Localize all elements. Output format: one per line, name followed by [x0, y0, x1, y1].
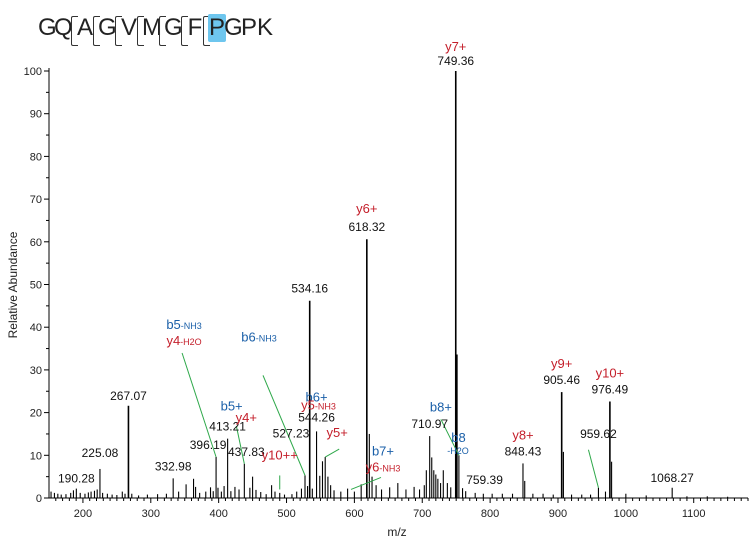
x-tick-label: 900	[549, 508, 567, 520]
peak-mz-label: 1068.27	[650, 471, 694, 485]
x-tick-label: 500	[277, 508, 295, 520]
peak-mz-label: 267.07	[110, 389, 147, 403]
peak-mz-label: 534.16	[291, 282, 328, 296]
ion-label: b7+	[372, 443, 394, 458]
residue-k: K	[256, 14, 273, 41]
y-tick-label: 30	[30, 365, 42, 377]
peak-mz-label: 848.43	[505, 444, 542, 458]
fragment-cleavage-marker	[93, 16, 100, 46]
ion-label: y6+	[356, 201, 377, 216]
peak-mz-label: 396.19	[190, 438, 227, 452]
ion-label: b8+	[430, 399, 452, 414]
y-tick-label: 90	[30, 109, 42, 121]
residue-v: V	[120, 14, 137, 41]
y-tick-label: 10	[30, 450, 42, 462]
annotation-leaders	[181, 352, 599, 490]
ion-label: y4-H2O	[166, 333, 201, 348]
residue-m: M	[142, 14, 162, 41]
ion-label: y10++	[262, 447, 298, 462]
fragment-cleavage-marker	[115, 16, 122, 46]
ion-label: b5-NH3	[166, 317, 201, 332]
x-tick-label: 400	[209, 508, 227, 520]
peak-series	[50, 71, 729, 498]
y-tick-label: 60	[30, 237, 42, 249]
peak-mz-label: 413.21	[209, 420, 246, 434]
leader-line	[181, 352, 217, 458]
peak-mz-label: 976.49	[592, 382, 629, 396]
ion-label: y10+	[596, 365, 625, 380]
residue-g: G	[38, 14, 57, 41]
x-tick-label: 800	[481, 508, 499, 520]
ion-label: y7+	[445, 39, 466, 54]
ion-label: y6-NH3	[366, 459, 401, 474]
y-tick-label: 40	[30, 322, 42, 334]
leader-line	[440, 419, 460, 456]
y-tick-label: 50	[30, 280, 42, 292]
residue-q: Q	[54, 14, 73, 41]
annotation-labels: 190.28 225.08 267.07 332.98 396.19 b5-NH3y4-H…	[58, 39, 694, 487]
y-tick-label: 20	[30, 408, 42, 420]
peak-mz-label: 959.62	[580, 427, 617, 441]
ion-label: y5+	[327, 425, 348, 440]
fragment-cleavage-marker	[159, 16, 166, 46]
peak-mz-label: 759.39	[466, 473, 503, 487]
peak-mz-label: 225.08	[82, 446, 119, 460]
residue-f: F	[187, 14, 203, 41]
y-axis-title: Relative Abundance	[6, 231, 20, 338]
x-axis-title: m/z	[387, 525, 406, 539]
y-tick-label: 100	[24, 66, 42, 78]
peak-mz-label: 190.28	[58, 472, 95, 486]
ion-label: b6+	[306, 389, 328, 404]
ion-label: y8+	[512, 427, 533, 442]
chart-axes: 0 10 20 30 40 50 60 70 80 90 100 200 300 400 500 600 700…	[24, 66, 749, 520]
residue-g: G	[164, 14, 183, 41]
peak-mz-label: 544.26	[298, 410, 335, 424]
fragment-cleavage-marker	[137, 16, 144, 46]
y-tick-label: 80	[30, 151, 42, 163]
peak-mz-label: 437.83	[228, 445, 265, 459]
residue-p: P	[240, 14, 257, 41]
leader-line	[324, 448, 340, 458]
residue-g: G	[224, 14, 243, 41]
ion-label: b6-NH3	[241, 329, 276, 344]
residue-a: A	[76, 14, 93, 41]
ion-label-sub: -H2O	[447, 446, 469, 456]
peak-mz-label: 527.23	[273, 426, 310, 440]
ion-label: b5+	[221, 399, 243, 414]
x-tick-label: 1000	[614, 508, 638, 520]
residue-p: P	[208, 14, 226, 42]
ion-label: y5-NH3	[301, 397, 336, 412]
fragment-cleavage-marker	[71, 16, 78, 46]
leader-line	[235, 425, 245, 464]
peak-mz-label: 749.36	[437, 54, 474, 68]
ion-label: b8	[451, 430, 465, 445]
leader-line	[262, 375, 306, 476]
peak-mz-label: 618.32	[348, 220, 385, 234]
peak-mz-label: 905.46	[543, 373, 580, 387]
residue-g: G	[98, 14, 117, 41]
x-tick-label: 600	[345, 508, 363, 520]
x-tick-label: 1100	[682, 508, 706, 520]
ion-label: y9+	[551, 356, 572, 371]
x-tick-label: 200	[74, 508, 92, 520]
x-tick-label: 300	[142, 508, 160, 520]
fragment-cleavage-marker	[203, 16, 210, 46]
fragment-cleavage-marker	[181, 16, 188, 46]
leader-line	[587, 449, 599, 488]
y-tick-label: 0	[36, 493, 42, 505]
ion-label: y4+	[236, 410, 257, 425]
peak-mz-label: 332.98	[155, 459, 192, 473]
leader-line	[350, 476, 382, 490]
y-tick-label: 70	[30, 194, 42, 206]
x-tick-label: 700	[413, 508, 431, 520]
peak-mz-label: 710.97	[411, 417, 448, 431]
